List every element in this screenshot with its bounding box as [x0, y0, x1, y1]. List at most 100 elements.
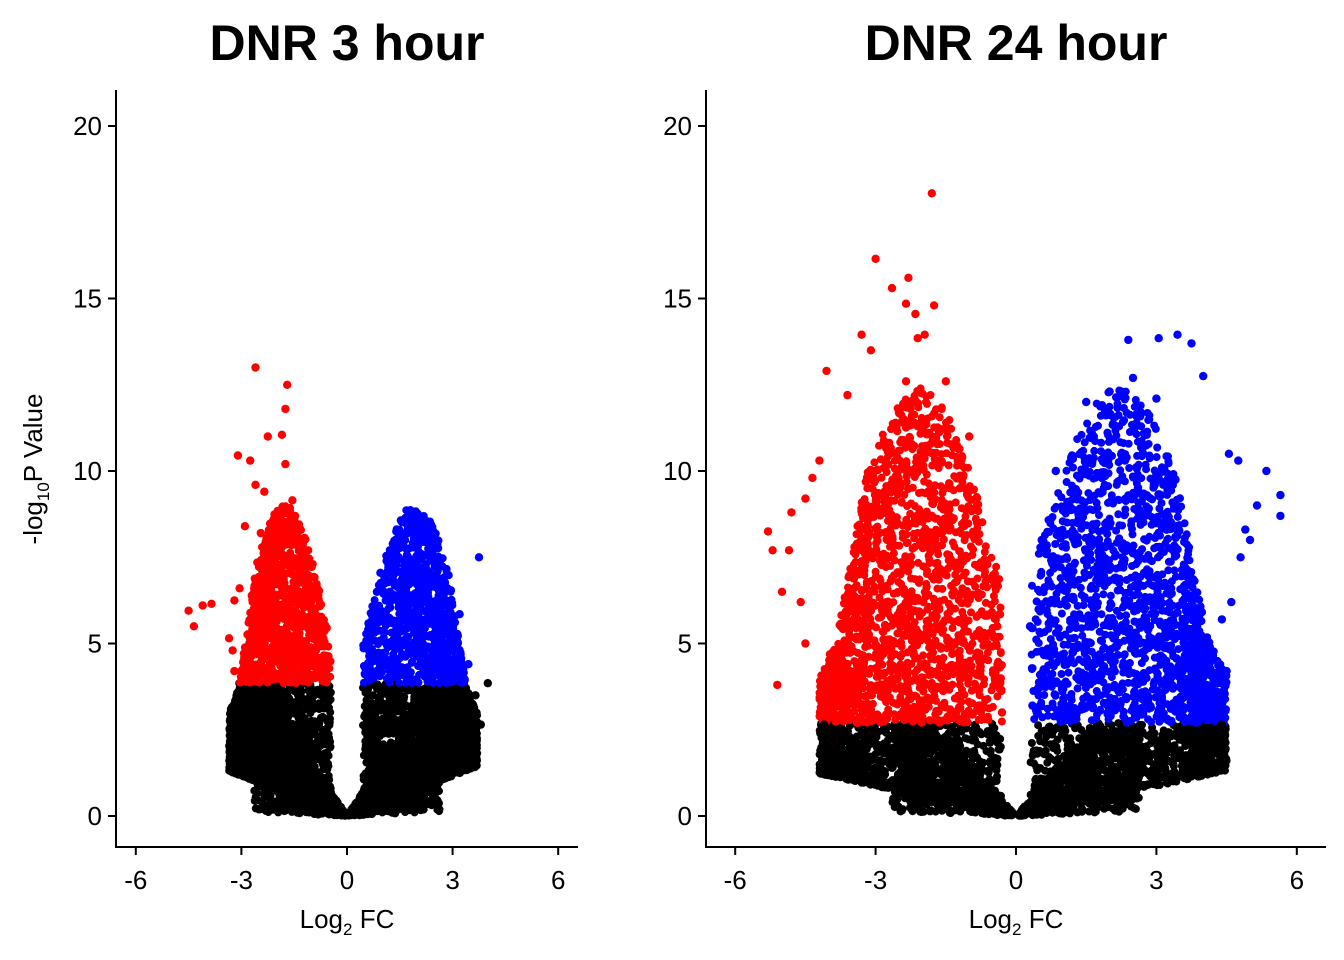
y-tick-label: 20: [73, 111, 102, 141]
point-down-regulated: [843, 390, 852, 400]
point-not-significant: [233, 708, 243, 717]
point-not-significant: [476, 720, 485, 729]
point-not-significant: [894, 777, 904, 786]
x-ticks: -6 -3 0 3 6: [724, 847, 1304, 895]
y-tick-label: 0: [678, 801, 692, 831]
y-ticks: 0 5 10 15 20: [73, 111, 116, 831]
point-down-regulated: [316, 663, 325, 672]
point-down-regulated: [852, 718, 862, 728]
point-down-regulated: [246, 456, 255, 465]
point-down-regulated: [901, 299, 911, 308]
point-down-regulated: [901, 377, 911, 386]
point-up-regulated: [420, 573, 429, 583]
point-up-regulated: [1276, 511, 1285, 521]
point-not-significant: [1100, 798, 1110, 807]
point-not-significant: [927, 798, 936, 807]
x-axis-title: Log2 FC: [969, 904, 1064, 939]
point-up-regulated: [1025, 622, 1035, 631]
point-not-significant: [819, 720, 829, 729]
point-up-regulated: [381, 570, 390, 579]
y-tick-label: 20: [663, 111, 692, 141]
point-not-significant: [1185, 732, 1194, 741]
y-tick-label: 15: [663, 284, 692, 314]
point-down-regulated: [228, 646, 237, 655]
point-up-regulated: [392, 527, 401, 536]
point-not-significant: [829, 735, 838, 745]
point-up-regulated: [1154, 334, 1163, 343]
y-tick-label: 5: [678, 629, 692, 659]
point-down-regulated: [251, 480, 260, 489]
point-down-regulated: [230, 596, 239, 605]
cloud-down-regulated: [815, 384, 1006, 727]
x-tick-label: 6: [551, 865, 565, 895]
point-down-regulated: [887, 283, 897, 293]
point-up-regulated: [1217, 615, 1227, 624]
point-up-regulated: [1128, 373, 1138, 383]
point-not-significant: [857, 756, 866, 765]
point-down-regulated: [857, 330, 866, 339]
y-axis-title-main: -log: [18, 501, 48, 544]
point-up-regulated: [455, 610, 464, 619]
point-up-regulated: [1262, 466, 1271, 476]
x-tick-label: -6: [124, 865, 147, 895]
x-axis-title-main: Log: [969, 904, 1012, 934]
point-down-regulated: [224, 634, 234, 643]
x-tick-label: 0: [1009, 865, 1023, 895]
y-tick-label: 10: [663, 456, 692, 486]
chart-title: DNR 3 hour: [210, 15, 485, 71]
point-not-significant: [230, 718, 239, 728]
x-tick-label: -3: [864, 865, 887, 895]
point-up-regulated: [1203, 639, 1213, 648]
point-up-regulated: [1208, 708, 1217, 717]
x-axis-title-tail: FC: [1021, 904, 1063, 934]
point-up-regulated: [1082, 397, 1091, 407]
point-up-regulated: [434, 639, 443, 648]
point-down-regulated: [297, 535, 306, 545]
cloud-up-regulated: [359, 506, 469, 688]
point-not-significant: [848, 739, 857, 748]
x-axis-title-sub: 2: [1012, 920, 1021, 939]
point-down-regulated: [251, 363, 260, 372]
y-axis-title: -log10P Value: [18, 394, 53, 545]
point-not-significant: [908, 791, 918, 800]
point-up-regulated: [1224, 449, 1234, 458]
point-down-regulated: [993, 622, 1002, 631]
x-axis-title: Log2 FC: [300, 904, 395, 939]
point-up-regulated: [453, 649, 463, 659]
point-down-regulated: [997, 708, 1007, 717]
point-not-significant: [471, 691, 480, 700]
cloud-not-significant: [225, 679, 482, 820]
point-down-regulated: [240, 522, 250, 531]
y-tick-label: 0: [88, 801, 102, 831]
point-up-regulated: [1213, 687, 1222, 696]
point-down-regulated: [920, 330, 929, 339]
point-down-regulated: [281, 404, 290, 414]
point-not-significant: [1203, 730, 1213, 740]
point-down-regulated: [822, 366, 831, 376]
cloud-not-significant: [815, 718, 1231, 820]
point-down-regulated: [941, 377, 950, 386]
scatter-points: [763, 189, 1285, 807]
point-up-regulated: [1037, 535, 1046, 545]
point-down-regulated: [965, 432, 974, 441]
point-down-regulated: [929, 301, 939, 310]
point-down-regulated: [254, 615, 264, 624]
point-down-regulated: [189, 622, 199, 631]
point-not-significant: [353, 808, 362, 817]
x-axis-title-main: Log: [300, 904, 343, 934]
point-up-regulated: [1252, 501, 1262, 510]
y-tick-label: 10: [73, 456, 102, 486]
point-up-regulated: [1227, 597, 1236, 607]
point-not-significant: [1128, 780, 1138, 790]
point-up-regulated: [372, 587, 382, 596]
point-not-significant: [1217, 720, 1227, 729]
point-down-regulated: [801, 639, 810, 648]
point-up-regulated: [1222, 666, 1231, 676]
point-not-significant: [1194, 735, 1203, 745]
point-up-regulated: [1028, 701, 1037, 710]
point-down-regulated: [281, 459, 290, 469]
point-up-regulated: [409, 534, 419, 543]
point-up-regulated: [1245, 535, 1255, 545]
point-down-regulated: [235, 584, 244, 593]
